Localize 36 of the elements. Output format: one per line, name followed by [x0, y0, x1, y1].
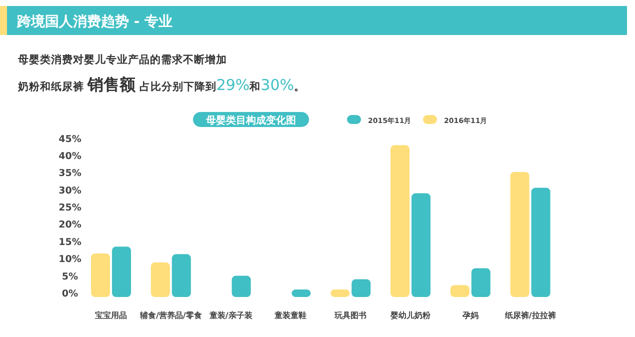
y-tick-label: 0%: [62, 288, 79, 300]
x-tick-label: 玩具图书: [334, 311, 367, 320]
chart-subtitle: 母婴类目构成变化图: [205, 114, 296, 126]
x-tick-label: 宝宝用品: [95, 310, 127, 320]
x-tick-label: 孕妈: [461, 311, 478, 320]
y-tick-label: 30%: [58, 185, 82, 196]
x-tick-label: 童装童鞋: [274, 310, 307, 320]
y-tick-label: 5%: [62, 271, 79, 282]
bar: [172, 254, 191, 297]
y-tick-label: 15%: [58, 236, 82, 248]
y-tick-label: 40%: [58, 150, 82, 162]
bar: [531, 188, 550, 297]
bar: [330, 290, 350, 297]
bar: [352, 279, 371, 297]
bar: [91, 253, 110, 297]
bar: [232, 276, 251, 297]
y-tick-label: 20%: [58, 220, 82, 231]
x-tick-label: 辅食/营养品/零食: [138, 310, 202, 320]
bar: [412, 193, 430, 297]
y-tick-label: 10%: [58, 254, 82, 266]
y-tick-label: 25%: [58, 202, 82, 214]
bar: [471, 268, 490, 297]
text: 奶粉和纸尿裤 销售额 占比分别下降到29%和30%。: [17, 75, 305, 94]
bar: [510, 172, 530, 297]
x-tick-label: 婴幼儿奶粉: [390, 311, 432, 320]
x-tick-label: 纸尿裤/拉拉裤: [504, 310, 556, 320]
chart-title: 跨境国人消费趋势 - 专业: [16, 13, 173, 30]
bar: [150, 262, 170, 297]
bar: [112, 246, 131, 297]
bar: [450, 285, 470, 297]
bar: [292, 290, 311, 297]
y-tick-label: 45%: [58, 134, 82, 145]
y-tick-label: 35%: [58, 168, 82, 180]
x-tick-label: 童装/亲子装: [208, 310, 254, 320]
text: 母婴类消费对婴儿专业产品的需求不断增加: [17, 53, 227, 66]
bar: [390, 145, 410, 297]
